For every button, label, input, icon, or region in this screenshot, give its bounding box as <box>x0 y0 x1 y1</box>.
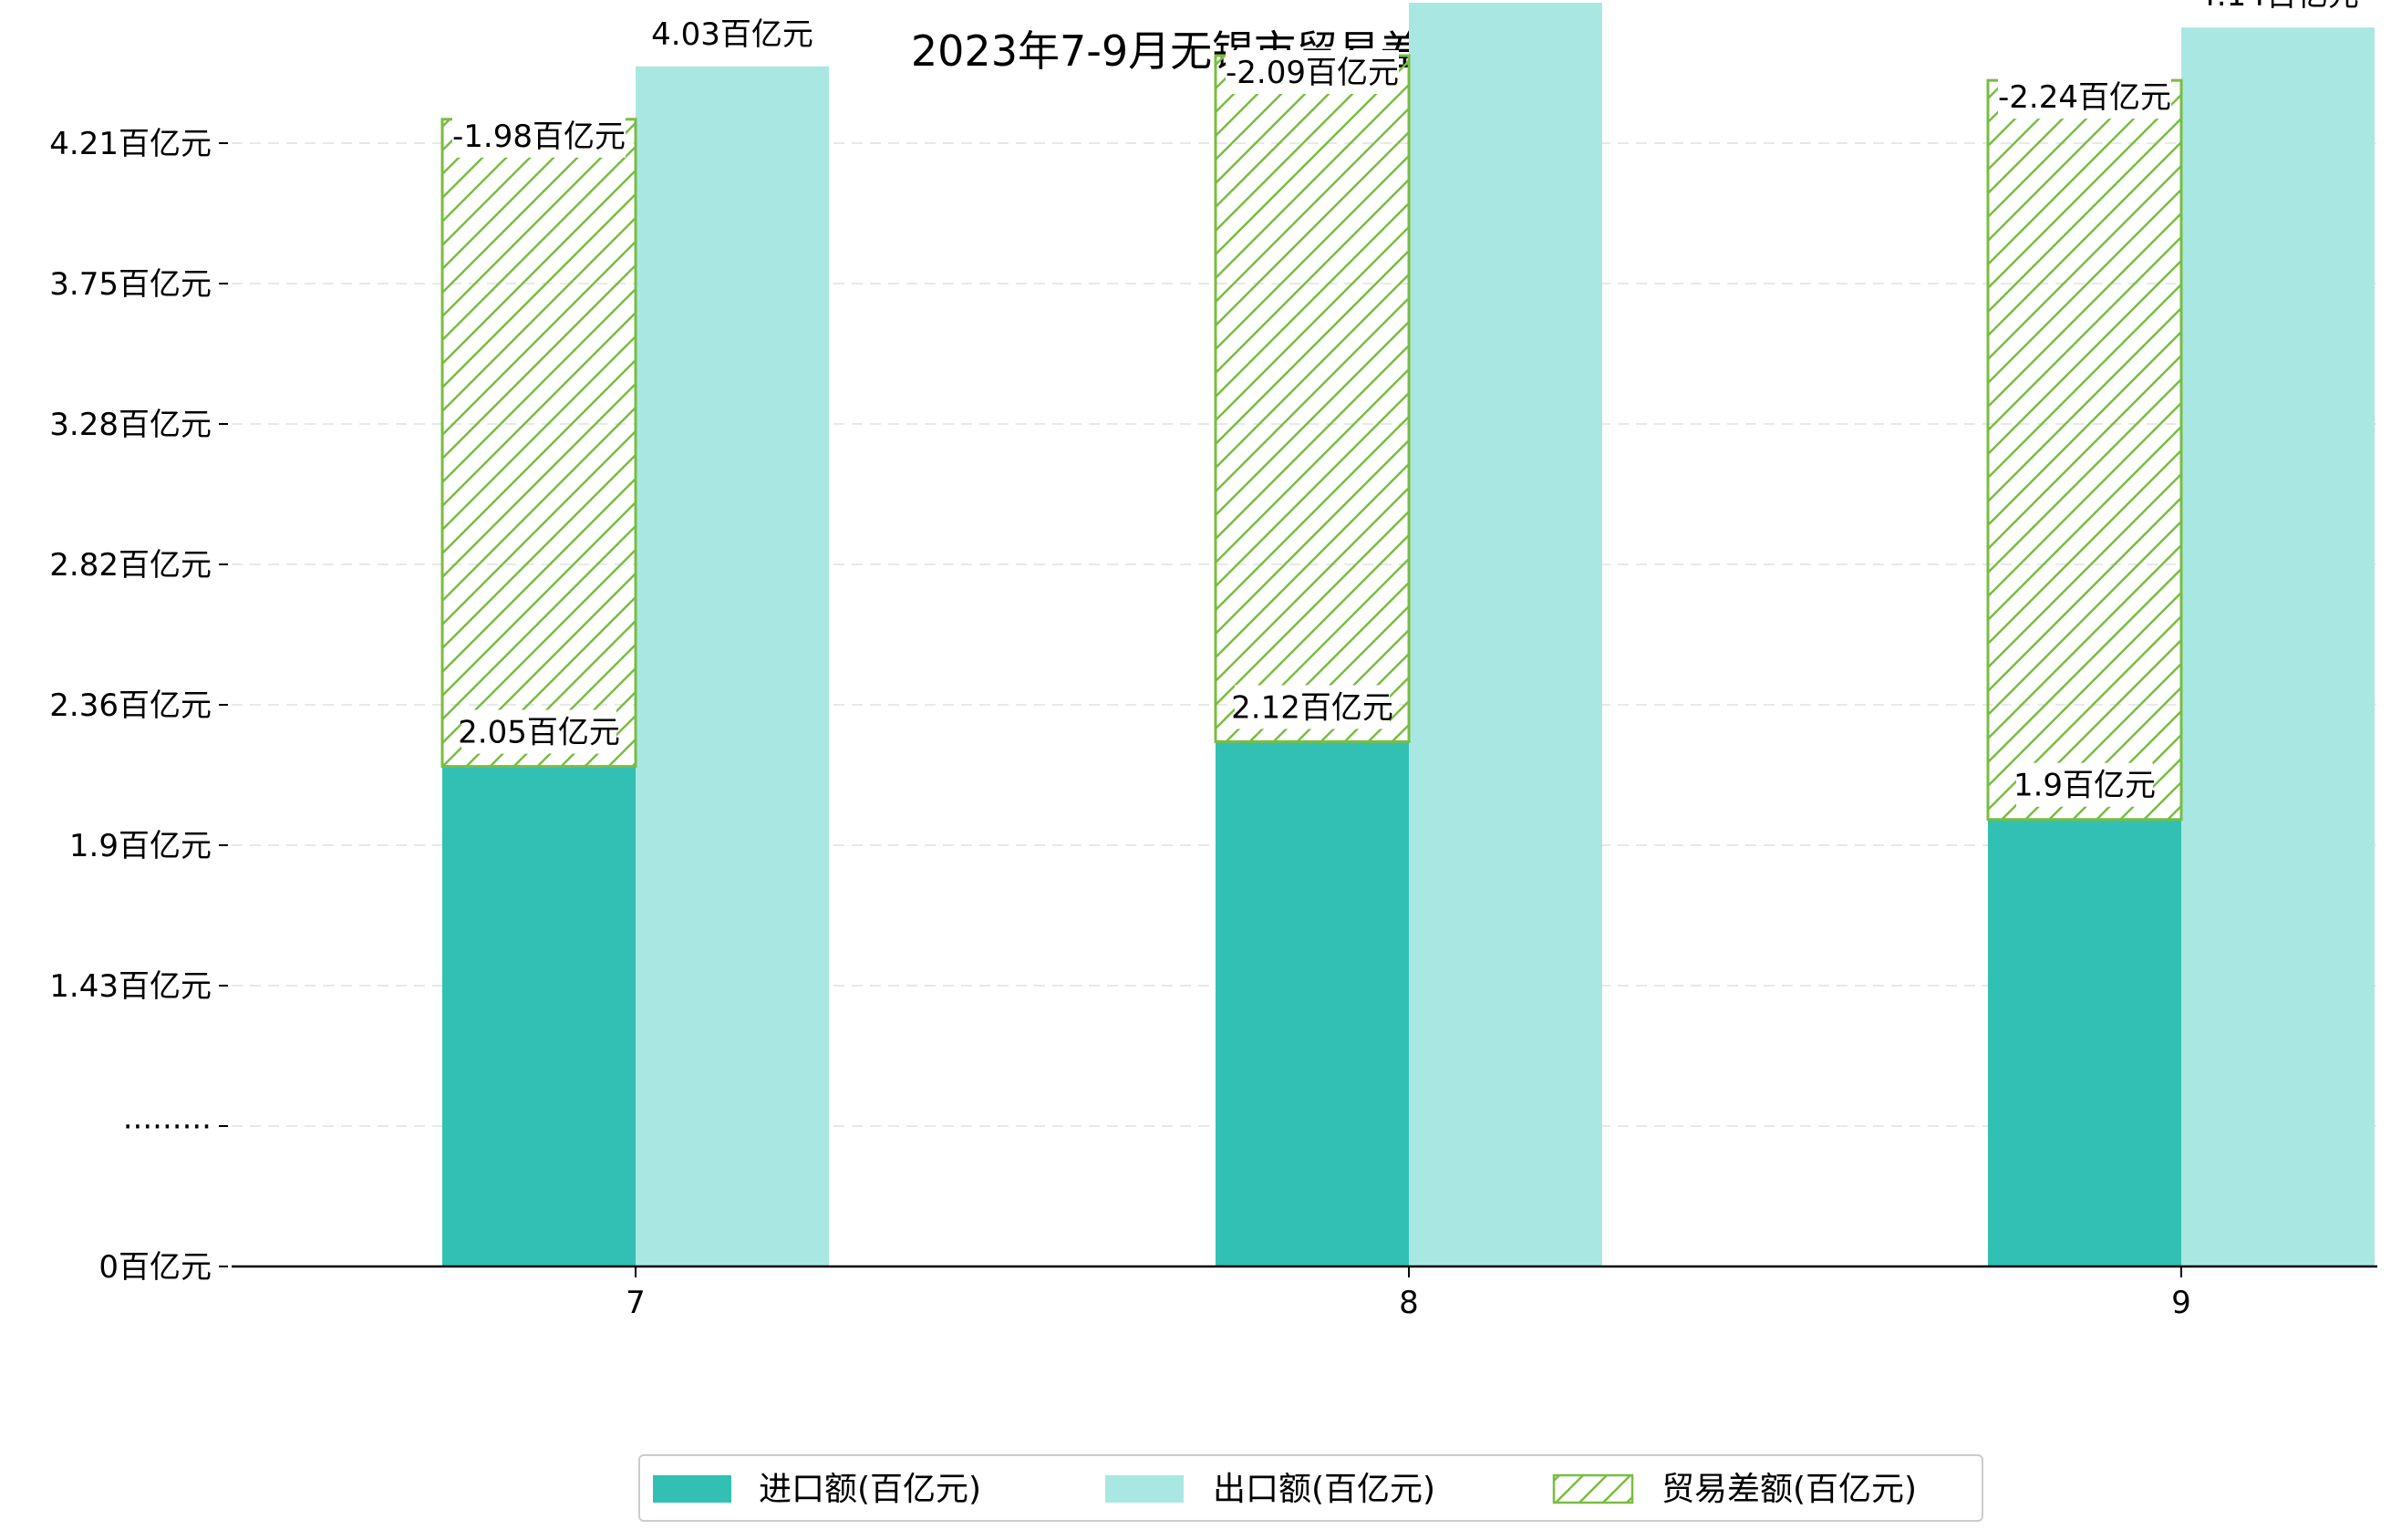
legend-label-balance: 贸易差额(百亿元) <box>1661 1471 1917 1508</box>
x-tick-label: 9 <box>2171 1285 2191 1321</box>
data-labels: 4.03百亿元-1.98百亿元2.05百亿元4.21百亿元-2.09百亿元2.1… <box>452 0 2359 807</box>
y-tick-label: 4.21百亿元 <box>49 126 212 162</box>
y-tick-label: 2.82百亿元 <box>49 547 212 584</box>
y-tick-label: 2.36百亿元 <box>49 687 212 724</box>
bars <box>440 3 2375 1266</box>
bar-import <box>442 766 636 1266</box>
bar-import <box>1216 741 1409 1266</box>
bar-import <box>1988 819 2181 1266</box>
data-label-import-bg <box>2016 762 2153 807</box>
data-label-balance-bg <box>1226 50 1399 94</box>
bar-export <box>2181 27 2375 1266</box>
data-label-export: 4.03百亿元 <box>651 16 813 53</box>
y-tick-label: 1.9百亿元 <box>69 828 212 864</box>
data-label-import: 1.9百亿元 <box>2013 768 2156 804</box>
bar-balance <box>1214 54 1411 743</box>
data-label-balance-bg <box>452 113 626 158</box>
data-label-balance: -2.24百亿元 <box>1998 79 2171 116</box>
legend-swatch-balance <box>1552 1473 1634 1504</box>
data-label-import-bg <box>1235 685 1390 729</box>
bar-export <box>1409 3 1602 1266</box>
legend-swatch-export <box>1105 1475 1184 1503</box>
bar-balance <box>1986 78 2183 822</box>
y-tick-label: 3.28百亿元 <box>49 407 212 443</box>
x-tick-label: 8 <box>1399 1285 1419 1321</box>
legend-swatch-import <box>653 1475 731 1503</box>
legend-label-export: 出口额(百亿元) <box>1213 1471 1435 1508</box>
data-label-export-bg <box>655 11 810 56</box>
y-tick-label: 3.75百亿元 <box>49 266 212 303</box>
axes: 0百亿元 ········· 1.43百亿元 1.9百亿元 2.36百亿元 2.82百亿元… <box>49 126 2377 1321</box>
data-label-import: 2.05百亿元 <box>458 715 620 751</box>
legend: 进口额(百亿元) 出口额(百亿元) 贸易差额(百亿元) <box>638 1454 1983 1522</box>
legend-frame <box>638 1454 1983 1522</box>
data-label-import-bg <box>461 709 616 754</box>
data-label-balance-bg <box>1998 75 2171 119</box>
data-label-balance: -2.09百亿元 <box>1226 55 1399 91</box>
x-tick-label: 7 <box>626 1285 646 1321</box>
bar-export <box>636 66 829 1266</box>
data-label-export-bg <box>2200 0 2355 17</box>
y-tick-label: ········· <box>123 1109 212 1145</box>
y-tick-label: 0百亿元 <box>98 1249 212 1286</box>
bar-balance <box>440 118 637 769</box>
y-tick-label: 1.43百亿元 <box>49 968 212 1005</box>
data-label-export: 4.14百亿元 <box>2197 0 2359 14</box>
data-label-balance: -1.98百亿元 <box>452 119 626 155</box>
legend-label-import: 进口额(百亿元) <box>759 1471 981 1508</box>
data-label-import: 2.12百亿元 <box>1231 689 1393 726</box>
